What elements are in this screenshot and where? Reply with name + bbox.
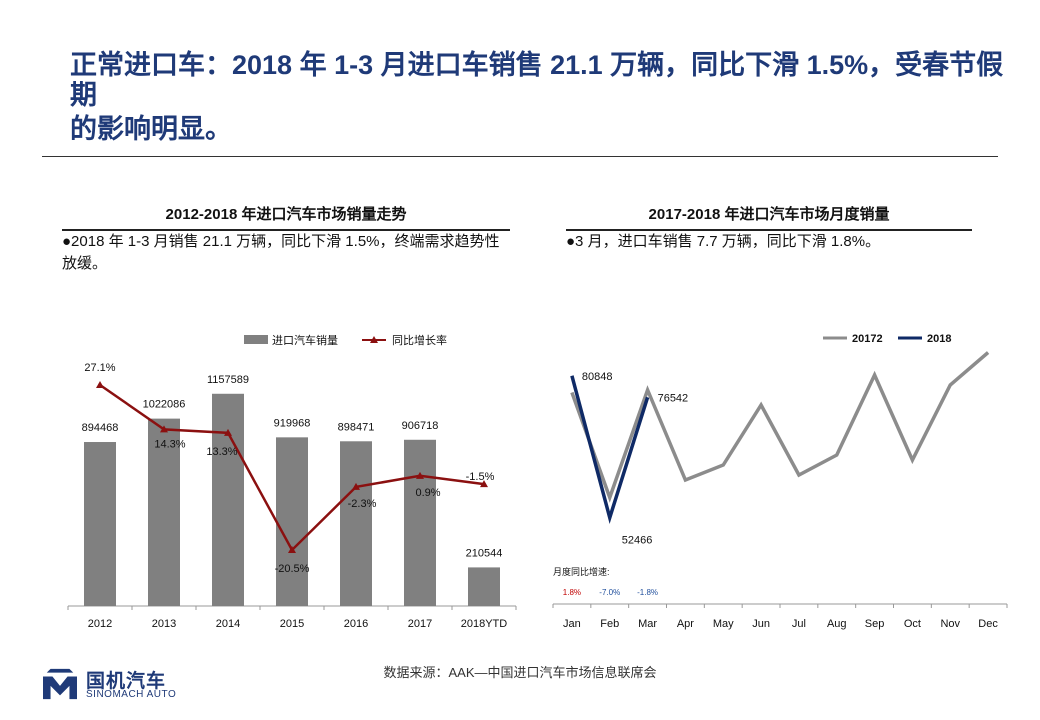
legend-label-2018: 2018 [927,333,951,345]
x-tick-label: Oct [904,618,921,630]
data-source: 数据来源：AAK—中国进口汽车市场信息联席会 [383,665,657,680]
x-tick-label: 2018YTD [461,618,508,630]
bar-value-label: 1022086 [143,399,186,411]
x-tick-label: Sep [865,618,885,630]
x-tick-label: 2014 [216,618,240,630]
x-tick-label: Apr [677,618,694,630]
monthly-growth-rate: 1.8% [563,588,581,597]
growth-label: -1.5% [466,471,495,483]
growth-marker [416,471,424,479]
bar-value-label: 906718 [402,420,439,432]
legend-label-2017: 20172 [852,333,883,345]
right-panel-title: 2017-2018 年进口汽车市场月度销量 [648,206,890,223]
growth-label: 0.9% [415,487,440,499]
x-tick-label: 2015 [280,618,304,630]
x-tick-label: Jun [752,618,770,630]
x-tick-label: May [713,618,734,630]
bar [468,567,500,606]
bar-value-label: 898471 [338,421,375,433]
growth-label: 27.1% [84,362,115,374]
growth-marker [160,425,168,433]
bar [84,442,116,606]
bar-value-label: 210544 [466,547,503,559]
x-tick-label: 2012 [88,618,112,630]
headline-line-2: 的影响明显。 [70,114,232,144]
bar [404,439,436,606]
bar [212,393,244,606]
growth-label: 14.3% [154,438,185,450]
x-tick-label: 2013 [152,618,176,630]
growth-label: -2.3% [348,498,377,510]
series-line-2018 [570,375,650,524]
headline-line-1: 正常进口车：2018 年 1-3 月进口车销售 21.1 万辆，同比下滑 1.5… [70,50,1004,110]
left-panel-divider [62,229,510,231]
point-label: 80848 [582,371,613,383]
legend-marker-line [370,336,378,343]
legend-swatch-bar [244,335,268,344]
bar [276,437,308,606]
growth-marker [288,546,296,553]
monthly-growth-rate: -7.0% [599,588,620,597]
x-tick-label: 2016 [344,618,368,630]
x-tick-label: Mar [638,618,657,630]
x-tick-label: 2017 [408,618,432,630]
growth-marker [224,428,232,436]
growth-marker [352,482,360,490]
legend-label-bar: 进口汽车销量 [272,333,338,347]
headline: 正常进口车：2018 年 1-3 月进口车销售 21.1 万辆，同比下滑 1.5… [70,50,1020,144]
left-panel-title: 2012-2018 年进口汽车市场销量走势 [165,206,407,223]
series-line-2017 [570,351,990,503]
legend-label-line: 同比增长率 [392,333,447,347]
x-tick-label: Jul [792,618,806,630]
monthly-growth-rate: -1.8% [637,588,658,597]
logo-text-cn: 国机汽车 [86,671,167,692]
bar-value-label: 919968 [274,417,311,429]
x-tick-label: Nov [940,618,960,630]
left-panel-bullet: ●2018 年 1-3 月销售 21.1 万辆，同比下滑 1.5%，终端需求趋势… [62,233,500,272]
point-label: 52466 [622,535,653,547]
x-tick-label: Aug [827,618,847,630]
right-panel-divider [566,229,972,231]
bar [340,441,372,606]
growth-label: -20.5% [275,563,310,575]
x-tick-label: Dec [978,618,998,630]
sinomach-logo-icon [43,668,77,700]
x-tick-label: Feb [600,618,619,630]
growth-marker [480,480,488,488]
growth-caption: 月度同比增速: [553,566,610,577]
bar-value-label: 894468 [82,422,119,434]
header-divider [42,156,998,157]
bar [148,418,180,606]
right-panel-bullet: ●3 月，进口车销售 7.7 万辆，同比下滑 1.8%。 [566,233,881,250]
growth-marker [96,381,104,388]
growth-label: 13.3% [206,446,237,458]
bar-value-label: 1157589 [207,374,249,386]
x-tick-label: Jan [563,618,581,630]
logo-text-en: SINOMACH AUTO [86,689,177,700]
point-label: 76542 [658,392,689,404]
